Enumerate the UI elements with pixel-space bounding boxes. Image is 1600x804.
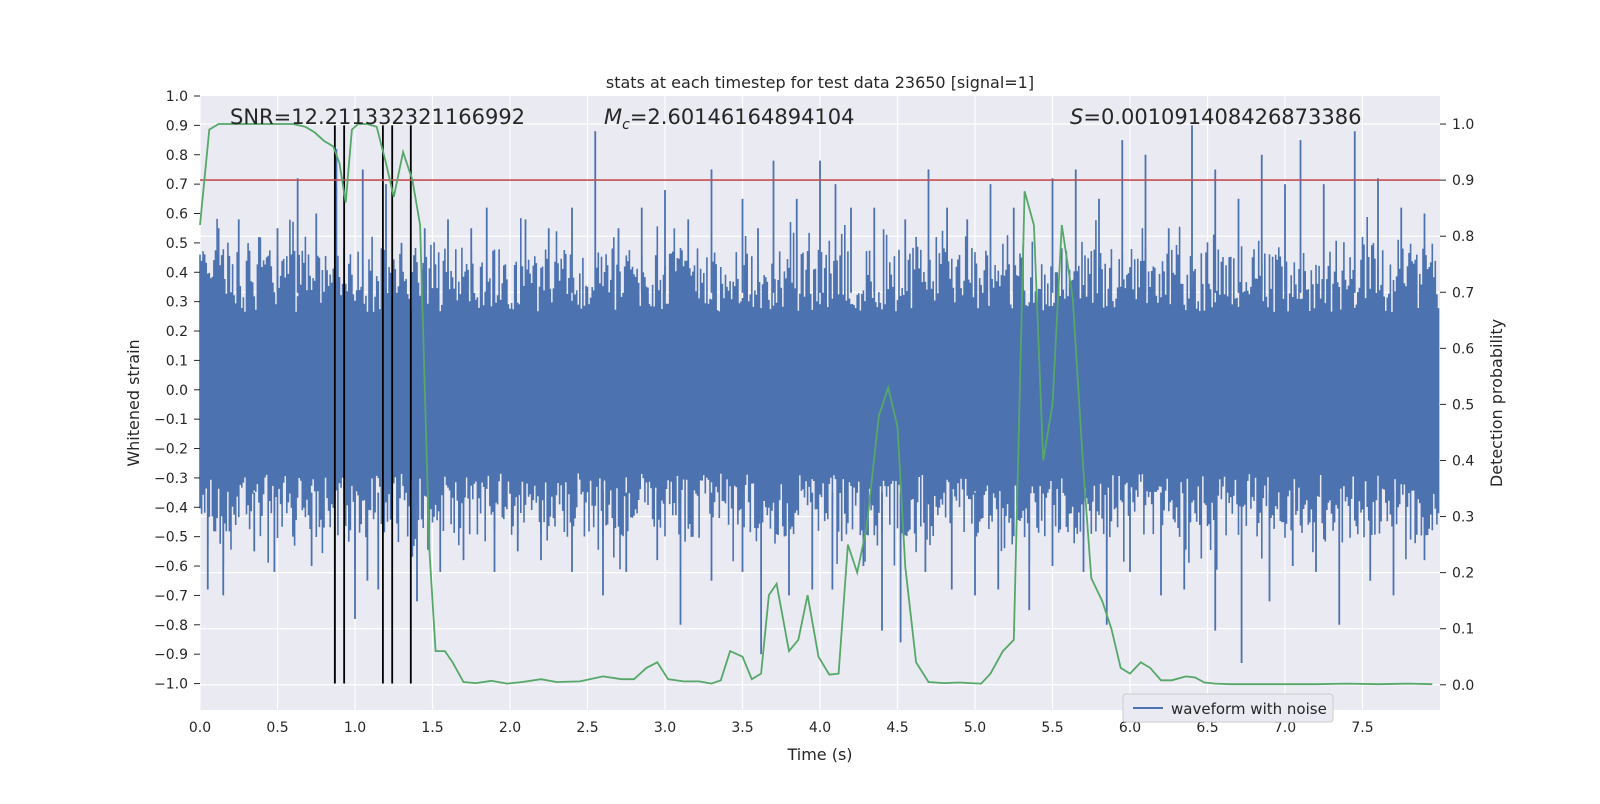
y-right-axis-label: Detection probability [1487, 319, 1506, 487]
x-tick-label: 0.0 [189, 720, 211, 736]
chirp-mass-value: =2.60146164894104 [630, 105, 855, 129]
y-tick-label: 0.4 [166, 265, 188, 281]
y-tick-label: 0.8 [166, 148, 188, 164]
y-right-tick-label: 0.9 [1452, 173, 1474, 189]
y-tick-label: −0.3 [154, 471, 188, 487]
x-tick-label: 6.5 [1196, 720, 1218, 736]
x-tick-label: 4.0 [809, 720, 831, 736]
y-tick-label: 0.2 [166, 324, 188, 340]
snr-annotation: SNR=12.211332321166992 [230, 105, 525, 129]
chart-title: stats at each timestep for test data 236… [606, 73, 1034, 92]
x-tick-label: 1.5 [421, 720, 443, 736]
y-right-tick-label: 0.7 [1452, 285, 1474, 301]
y-tick-label: −0.8 [154, 618, 188, 634]
x-tick-label: 0.5 [266, 720, 288, 736]
event-lines [333, 125, 412, 684]
s-value: =0.0010914084268733​86 [1083, 105, 1361, 129]
y-tick-label: −0.4 [154, 500, 188, 516]
x-tick-label: 2.5 [576, 720, 598, 736]
probability-line [199, 123, 1433, 686]
y-tick-label: 0.6 [166, 207, 188, 223]
chirp-mass-symbol: M [604, 105, 622, 129]
x-tick-label: 3.5 [731, 720, 753, 736]
probability-series [199, 123, 1433, 686]
x-tick-label: 1.0 [344, 720, 366, 736]
s-annotation: S=0.0010914084268733​86 [1070, 105, 1361, 129]
legend-box [1122, 693, 1334, 723]
y-tick-label: −0.2 [154, 442, 188, 458]
y-tick-label: 0.0 [166, 383, 188, 399]
legend-label: waveform with noise [1171, 700, 1327, 718]
chirp-mass-subscript: c [622, 117, 630, 133]
y-tick-label: −1.0 [154, 677, 188, 693]
y-tick-label: 0.5 [166, 236, 188, 252]
y-right-tick-label: 1.0 [1452, 117, 1474, 133]
x-tick-label: 4.5 [886, 720, 908, 736]
x-tick-label: 3.0 [654, 720, 676, 736]
y-right-tick-label: 0.8 [1452, 229, 1474, 245]
x-tick-label: 5.0 [964, 720, 986, 736]
x-axis-ticks: 0.0 0.5 1.0 1.5 2.0 2.5 3.0 3.5 4.0 4.5 5.0 5.5 6.0 6… [189, 720, 1374, 736]
y-tick-label: 0.3 [166, 295, 188, 311]
y-tick-label: −0.7 [154, 588, 188, 604]
y-right-tick-label: 0.1 [1452, 622, 1474, 638]
y-tick-label: 1.0 [166, 89, 188, 105]
x-tick-label: 6.0 [1119, 720, 1141, 736]
y-right-tick-label: 0.0 [1452, 678, 1474, 694]
y-axis-ticks: 1.0 0.9 0.8 0.7 0.6 0.5 0.4 0.3 0.2 0.1 0.0 −0.1 −0.… [154, 89, 200, 693]
legend: waveform with noise [1122, 693, 1334, 723]
chirp-mass-annotation: Mc=2.60146164894104 [604, 105, 855, 133]
x-tick-label: 5.5 [1041, 720, 1063, 736]
y-tick-label: −0.6 [154, 559, 188, 575]
x-tick-label: 7.5 [1351, 720, 1373, 736]
s-symbol: S [1070, 105, 1083, 129]
y-tick-label: 0.7 [166, 177, 188, 193]
y-right-tick-label: 0.5 [1452, 397, 1474, 413]
y-tick-label: −0.9 [154, 647, 188, 663]
x-tick-label: 7.0 [1274, 720, 1296, 736]
y-right-tick-label: 0.4 [1452, 453, 1474, 469]
y-tick-label: 0.9 [166, 118, 188, 134]
x-tick-label: 2.0 [499, 720, 521, 736]
x-axis-label: Time (s) [786, 745, 852, 764]
y-tick-label: −0.5 [154, 530, 188, 546]
y-axis-label: Whitened strain [124, 339, 143, 466]
y-right-tick-label: 0.2 [1452, 566, 1474, 582]
y-right-axis-ticks: 1.0 0.9 0.8 0.7 0.6 0.5 0.4 0.3 0.2 0.1 0.0 [1440, 117, 1474, 694]
y-right-tick-label: 0.6 [1452, 341, 1474, 357]
y-right-tick-label: 0.3 [1452, 510, 1474, 526]
y-tick-label: −0.1 [154, 412, 188, 428]
y-tick-label: 0.1 [166, 353, 188, 369]
